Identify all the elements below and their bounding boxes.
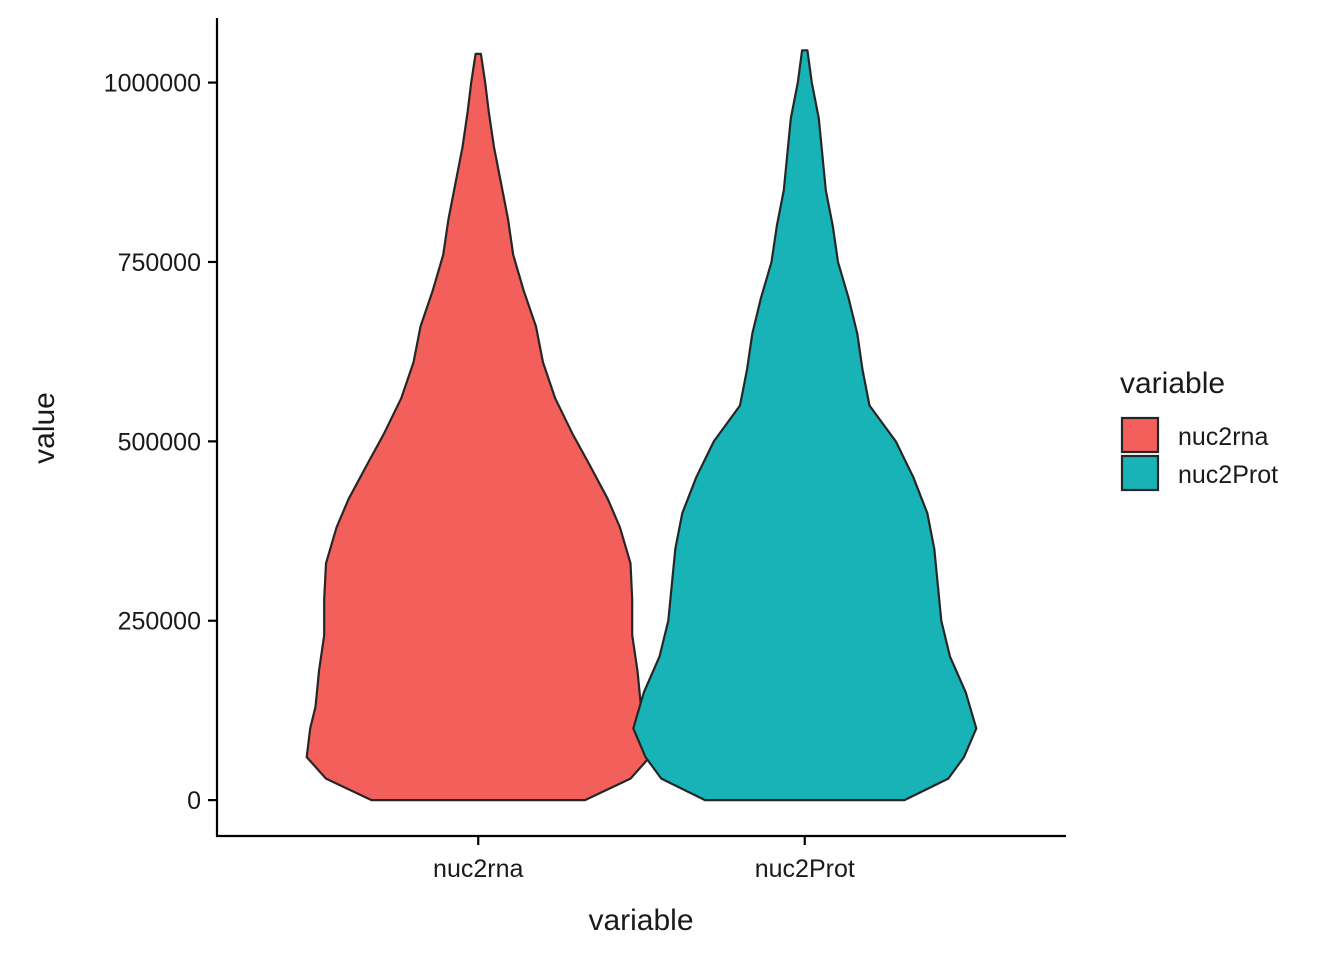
violin-nuc2rna (305, 52, 651, 802)
y-tick-label: 750000 (118, 249, 201, 277)
x-ticks: nuc2rna nuc2Prot (433, 836, 855, 883)
x-tick-label: nuc2Prot (755, 855, 855, 883)
violin-layer (305, 49, 978, 802)
x-axis-title: variable (588, 904, 693, 937)
y-axis-title: value (28, 392, 61, 464)
y-tick-label: 0 (187, 787, 201, 815)
legend-title: variable (1120, 367, 1225, 400)
axes-layer (215, 18, 1066, 838)
y-tick-label: 500000 (118, 428, 201, 456)
y-tick-label: 1000000 (104, 70, 201, 98)
x-tick-label: nuc2rna (433, 855, 523, 883)
y-tick-label: 250000 (118, 608, 201, 636)
legend-label: nuc2rna (1178, 423, 1268, 451)
legend-key-nuc2rna (1120, 416, 1160, 454)
legend: variable nuc2rna nuc2Prot (1120, 367, 1278, 492)
legend-key-nuc2Prot (1120, 454, 1160, 492)
legend-label: nuc2Prot (1178, 461, 1278, 489)
violin-nuc2Prot (632, 49, 978, 802)
y-ticks: 0 250000 500000 750000 1000000 (104, 70, 217, 815)
